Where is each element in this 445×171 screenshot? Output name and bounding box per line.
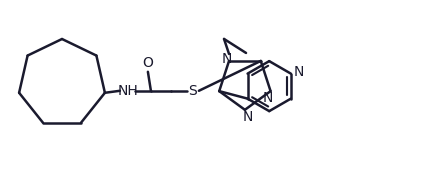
Text: O: O: [142, 56, 154, 70]
Text: N: N: [243, 110, 253, 124]
Text: N: N: [222, 52, 232, 66]
Text: N: N: [263, 91, 273, 105]
Text: N: N: [294, 65, 304, 79]
Text: S: S: [189, 84, 197, 98]
Text: NH: NH: [117, 84, 138, 98]
